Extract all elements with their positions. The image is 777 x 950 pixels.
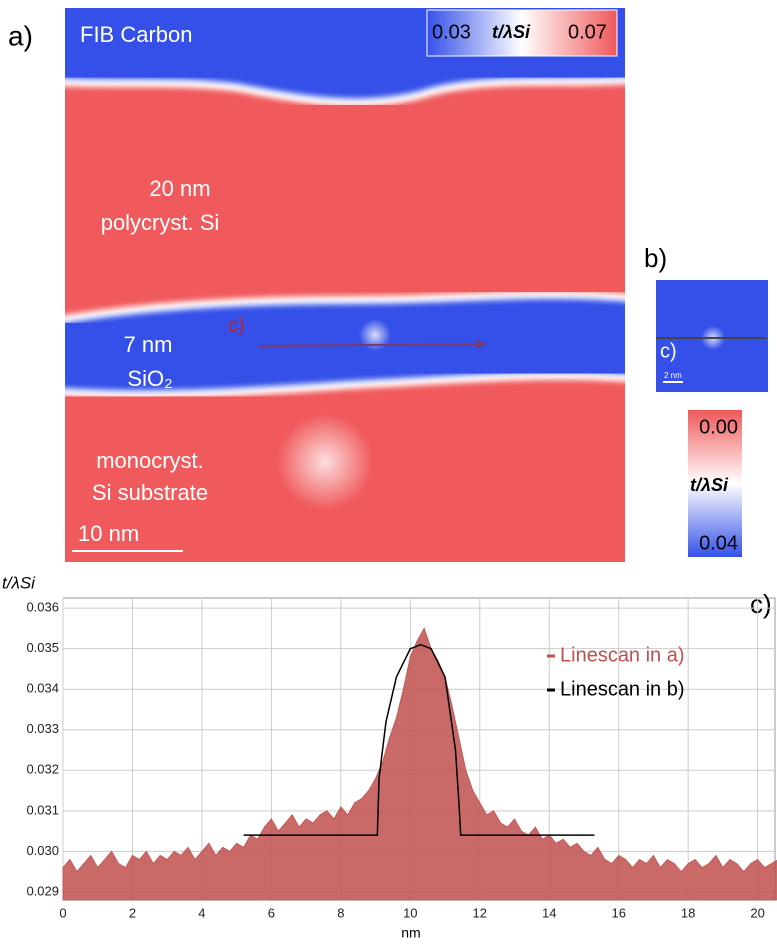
x-tick-label: 14	[542, 905, 556, 920]
x-tick-label: 8	[337, 905, 344, 920]
layer-label: SiO₂	[127, 366, 172, 391]
colorbar	[426, 9, 618, 57]
colorbar-label: 0.04	[699, 532, 738, 554]
y-axis-label: t/λSi	[2, 573, 36, 592]
legend-label: Linescan in b)	[560, 678, 685, 700]
panel-label: c)	[750, 589, 772, 619]
x-tick-label: 0	[59, 905, 66, 920]
x-tick-label: 2	[129, 905, 136, 920]
x-tick-label: 6	[268, 905, 275, 920]
colorbar-label: 0.07	[568, 21, 607, 43]
scan-label: c)	[660, 340, 677, 362]
colorbar-label: 0.00	[699, 416, 738, 438]
scan-label: c)	[228, 314, 245, 336]
layer-label: FIB Carbon	[80, 22, 193, 47]
scale-bar-label: 2 nm	[664, 371, 682, 380]
scale-bar-label: 10 nm	[78, 521, 139, 546]
x-tick-label: 4	[198, 905, 205, 920]
x-tick-label: 20	[750, 905, 764, 920]
panel-label: b)	[644, 243, 667, 273]
area	[62, 627, 777, 901]
layer-label: 20 nm	[149, 176, 210, 201]
layer-label: monocryst.	[96, 448, 204, 473]
y-tick-label: 0.033	[26, 721, 59, 736]
layer-label: Si substrate	[92, 480, 208, 505]
line	[243, 643, 595, 836]
colorbar-label: 0.03	[432, 21, 471, 43]
colorbar-symbol: t/λSi	[492, 22, 531, 42]
x-tick-label: 16	[611, 905, 625, 920]
colorbar	[688, 410, 742, 557]
layer-label: 7 nm	[124, 332, 173, 357]
x-axis-label: nm	[401, 925, 420, 941]
y-tick-label: 0.031	[26, 802, 59, 817]
panel-a-image	[65, 8, 625, 562]
y-tick-label: 0.030	[26, 843, 59, 858]
y-tick-label: 0.036	[26, 600, 59, 615]
y-tick-label: 0.035	[26, 640, 59, 655]
panel-label: a)	[8, 20, 33, 51]
x-tick-label: 10	[403, 905, 417, 920]
y-tick-label: 0.034	[26, 681, 59, 696]
y-tick-label: 0.029	[26, 883, 59, 898]
legend-label: Linescan in a)	[560, 644, 685, 666]
y-tick-label: 0.032	[26, 762, 59, 777]
layer-label: polycryst. Si	[101, 210, 220, 235]
x-tick-label: 12	[473, 905, 487, 920]
x-tick-label: 18	[681, 905, 695, 920]
colorbar-symbol: t/λSi	[690, 475, 729, 495]
